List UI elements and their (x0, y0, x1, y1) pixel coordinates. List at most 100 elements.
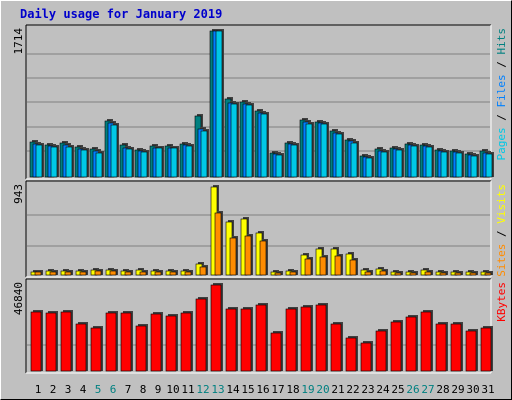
bar-sites-day-14 (229, 237, 237, 276)
bar-kbytes-day-22 (345, 337, 357, 372)
x-tick-label-day-31: 31 (481, 383, 494, 396)
bar-pages-day-6 (110, 124, 118, 178)
bar-pages-day-19 (305, 123, 313, 178)
x-tick-label-day-1: 1 (35, 383, 42, 396)
bar-pages-day-31 (485, 153, 493, 178)
bar-pages-day-2 (50, 146, 58, 178)
bar-pages-day-29 (455, 152, 463, 178)
bar-sites-day-20 (319, 256, 327, 276)
bar-kbytes-day-7 (120, 312, 132, 372)
bar-kbytes-day-30 (465, 330, 477, 372)
x-tick-label-day-7: 7 (125, 383, 132, 396)
bar-sites-day-19 (304, 258, 312, 276)
bar-sites-day-22 (349, 259, 357, 276)
bar-kbytes-day-25 (390, 321, 402, 372)
bar-pages-day-12 (200, 130, 208, 178)
legend-separator: / (495, 224, 508, 244)
bar-pages-day-24 (380, 151, 388, 178)
bar-kbytes-day-31 (480, 327, 492, 372)
legend-sites: Sites (495, 244, 508, 277)
bar-kbytes-day-19 (300, 306, 312, 372)
x-tick-label-day-21: 21 (331, 383, 344, 396)
bar-kbytes-day-2 (45, 312, 57, 372)
x-tick-label-day-6: 6 (110, 383, 117, 396)
bar-pages-day-17 (275, 154, 283, 178)
x-tick-label-day-28: 28 (436, 383, 449, 396)
bar-sites-day-10 (169, 271, 177, 276)
bar-kbytes-day-24 (375, 330, 387, 372)
bar-sites-day-17 (274, 272, 282, 276)
x-tick-label-day-18: 18 (286, 383, 299, 396)
legend-pages: Pages (495, 127, 508, 160)
bar-kbytes-day-6 (105, 312, 117, 372)
kbytes-panel-legend: KBytes (495, 282, 508, 322)
bar-pages-day-25 (395, 149, 403, 178)
bar-sites-day-18 (289, 271, 297, 276)
x-tick-label-day-25: 25 (391, 383, 404, 396)
bar-pages-day-4 (80, 149, 88, 178)
bar-kbytes-day-3 (60, 311, 72, 372)
bar-sites-day-3 (64, 271, 72, 276)
bar-sites-day-27 (424, 271, 432, 276)
bar-sites-day-31 (484, 272, 492, 276)
bar-sites-day-23 (364, 271, 372, 276)
bar-kbytes-day-20 (315, 304, 327, 372)
bar-kbytes-day-23 (360, 342, 372, 372)
bar-kbytes-day-28 (435, 323, 447, 372)
x-tick-label-day-30: 30 (466, 383, 479, 396)
bar-sites-day-29 (454, 272, 462, 276)
x-tick-label-day-9: 9 (155, 383, 162, 396)
bar-pages-day-9 (155, 147, 163, 178)
x-tick-label-day-3: 3 (65, 383, 72, 396)
bar-sites-day-12 (199, 266, 207, 276)
x-tick-label-day-16: 16 (256, 383, 269, 396)
bar-kbytes-day-9 (150, 313, 162, 372)
bar-pages-day-18 (290, 144, 298, 178)
bar-kbytes-day-17 (270, 332, 282, 372)
legend-files: Files (495, 74, 508, 107)
visits-panel-ymax-label: 943 (12, 184, 25, 204)
x-tick-label-day-23: 23 (361, 383, 374, 396)
bar-pages-day-26 (410, 145, 418, 178)
x-tick-label-day-15: 15 (241, 383, 254, 396)
bar-pages-day-7 (125, 148, 133, 178)
bar-pages-day-5 (95, 152, 103, 178)
bar-pages-day-16 (260, 113, 268, 178)
bar-sites-day-16 (259, 240, 267, 276)
bar-kbytes-day-1 (30, 311, 42, 372)
bar-sites-day-9 (154, 271, 162, 276)
bar-sites-day-13 (214, 212, 222, 276)
x-tick-label-day-17: 17 (271, 383, 284, 396)
bar-sites-day-6 (109, 270, 117, 276)
bar-sites-day-15 (244, 235, 252, 276)
bar-kbytes-day-26 (405, 316, 417, 372)
bar-kbytes-day-4 (75, 323, 87, 372)
x-tick-label-day-22: 22 (346, 383, 359, 396)
bar-sites-day-25 (394, 272, 402, 276)
x-tick-label-day-29: 29 (451, 383, 464, 396)
bar-pages-day-23 (365, 157, 373, 178)
bar-pages-day-8 (140, 151, 148, 178)
bar-pages-day-11 (185, 145, 193, 178)
bar-kbytes-day-10 (165, 315, 177, 372)
legend-visits: Visits (495, 184, 508, 224)
bar-kbytes-day-14 (225, 308, 237, 372)
visits-panel-legend: Sites / Visits (495, 184, 508, 277)
bar-sites-day-11 (184, 271, 192, 276)
bar-kbytes-day-11 (180, 312, 192, 372)
bar-pages-day-20 (320, 123, 328, 178)
bar-pages-day-1 (35, 144, 43, 178)
bar-pages-day-14 (230, 103, 238, 178)
bar-kbytes-day-5 (90, 327, 102, 372)
hits-panel-ymax-label: 1714 (12, 28, 25, 55)
bar-pages-day-27 (425, 146, 433, 178)
bar-sites-day-1 (34, 271, 42, 276)
bar-pages-day-13 (215, 30, 223, 178)
bar-sites-day-26 (409, 272, 417, 276)
bar-kbytes-day-12 (195, 298, 207, 372)
bar-kbytes-day-8 (135, 325, 147, 372)
bar-kbytes-day-13 (210, 284, 222, 372)
legend-kbytes: KBytes (495, 282, 508, 322)
bar-kbytes-day-15 (240, 308, 252, 372)
